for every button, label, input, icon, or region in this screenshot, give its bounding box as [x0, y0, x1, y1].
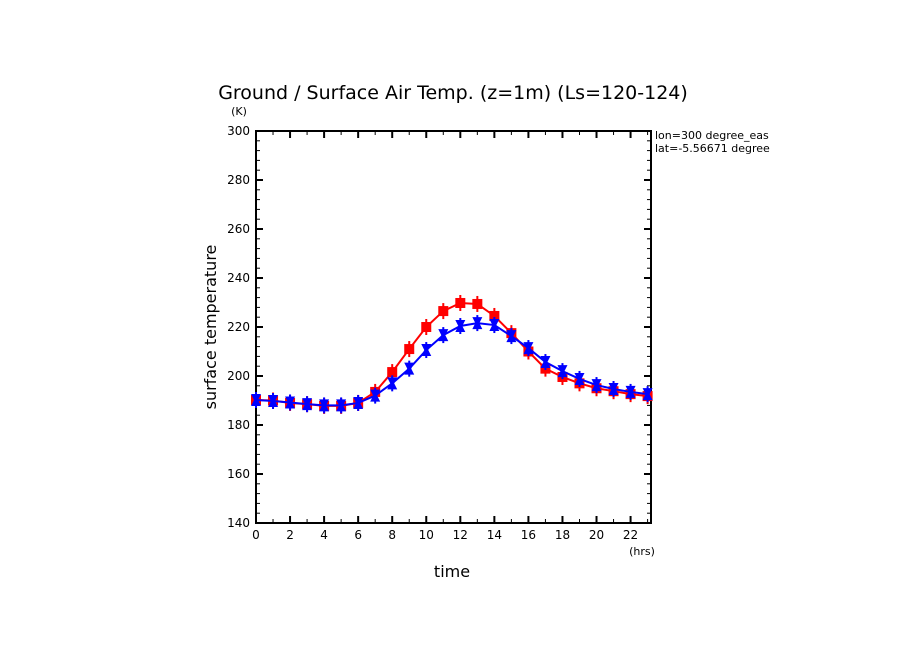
x-tick-label: 10 [419, 528, 434, 542]
data-point [302, 398, 313, 411]
data-point [353, 396, 364, 409]
y-axis-label: surface temperature [201, 245, 220, 410]
x-tick-label: 14 [487, 528, 502, 542]
y-tick-label: 160 [227, 467, 250, 481]
data-point [285, 396, 296, 409]
data-point [574, 372, 585, 385]
data-point [455, 297, 466, 308]
data-point [625, 385, 636, 398]
series-line [255, 301, 648, 407]
series-1 [251, 315, 653, 414]
data-point [472, 298, 483, 309]
data-point [608, 382, 619, 395]
data-point [370, 389, 381, 402]
chart-title: Ground / Surface Air Temp. (z=1m) (Ls=12… [218, 82, 688, 104]
data-point [591, 379, 602, 392]
x-tick-label: 16 [521, 528, 536, 542]
data-point [336, 399, 347, 412]
x-tick-label: 6 [354, 528, 362, 542]
data-point [404, 362, 415, 375]
annotation-lon: lon=300 degree_eas [655, 129, 769, 142]
y-tick-label: 140 [227, 516, 250, 530]
data-point [540, 356, 551, 369]
data-point [438, 329, 449, 342]
x-tick-label: 12 [453, 528, 468, 542]
data-point [421, 322, 432, 332]
series-0 [251, 294, 653, 414]
x-tick-label: 2 [286, 528, 294, 542]
y-tick-label: 300 [227, 124, 250, 138]
x-tick-label: 18 [555, 528, 570, 542]
data-point [251, 394, 261, 407]
x-tick-label: 22 [623, 528, 638, 542]
series-line [255, 322, 648, 407]
data-point [404, 344, 415, 355]
data-point [455, 320, 466, 333]
data-point [557, 365, 568, 378]
data-point [438, 306, 449, 317]
data-point [472, 317, 483, 330]
plot-frame [255, 130, 652, 524]
y-tick-label: 240 [227, 271, 250, 285]
x-unit: (hrs) [629, 545, 655, 558]
data-point [506, 330, 517, 343]
data-point [387, 367, 398, 378]
y-unit: (K) [231, 105, 247, 118]
y-tick-label: 200 [227, 369, 250, 383]
y-tick-label: 180 [227, 418, 250, 432]
data-point [489, 319, 500, 332]
annotation-lat: lat=-5.56671 degree [655, 142, 770, 155]
data-point [489, 310, 500, 321]
data-point [642, 388, 653, 401]
data-point [319, 399, 330, 412]
x-axis-label: time [434, 562, 470, 581]
data-point [268, 394, 279, 407]
data-point [523, 342, 534, 355]
x-tick-label: 4 [320, 528, 328, 542]
y-tick-label: 280 [227, 173, 250, 187]
y-tick-label: 260 [227, 222, 250, 236]
x-tick-label: 8 [388, 528, 396, 542]
y-tick-label: 220 [227, 320, 250, 334]
x-tick-label: 0 [252, 528, 260, 542]
x-tick-label: 20 [589, 528, 604, 542]
data-point [421, 344, 432, 357]
data-point [387, 377, 398, 390]
